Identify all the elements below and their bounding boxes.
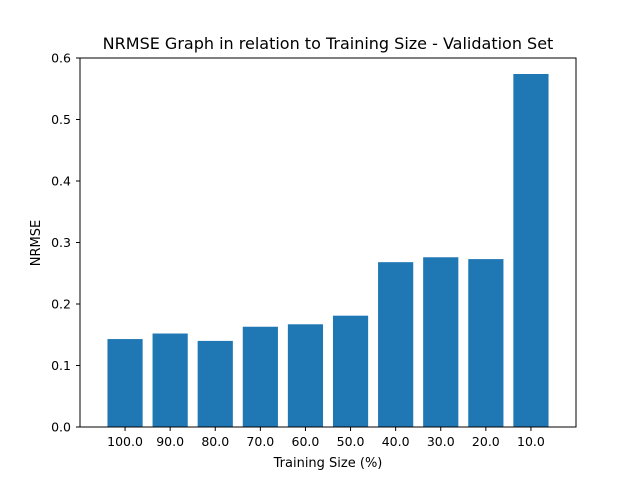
bar-20.0 [468,259,504,427]
y-ticks-group: 0.0 0.1 0.2 0.3 0.4 0.5 0.6 [51,51,80,435]
chart-title: NRMSE Graph in relation to Training Size… [103,34,554,53]
bar-10.0 [513,73,549,428]
x-tick-label: 30.0 [427,434,455,449]
bar-80.0 [197,340,233,427]
bar-60.0 [287,324,324,427]
x-ticks-group: 100.0 90.0 80.0 70.0 60.0 50.0 40.0 30.0 20.0 10.… [107,427,545,449]
bar-30.0 [423,257,459,427]
plot-frame [79,57,577,428]
x-tick-label: 80.0 [201,434,229,449]
x-tick-label: 10.0 [517,434,545,449]
bar-100.0 [107,339,143,427]
y-tick-label: 0.5 [51,112,71,127]
y-tick-label: 0.1 [51,358,71,373]
y-tick-label: 0.0 [51,420,71,435]
y-tick-label: 0.3 [51,235,71,250]
x-tick-label: 90.0 [156,434,184,449]
x-tick-label: 40.0 [382,434,410,449]
y-tick-label: 0.4 [51,174,71,189]
x-axis-label: Training Size (%) [273,456,383,471]
y-tick-label: 0.6 [51,51,71,66]
bar-50.0 [332,315,369,427]
x-tick-label: 60.0 [292,434,320,449]
x-tick-label: 20.0 [472,434,500,449]
bars-group [107,73,549,428]
x-tick-label: 100.0 [107,434,143,449]
bar-40.0 [378,262,414,427]
bar-70.0 [242,326,278,427]
y-axis-label: NRMSE [29,220,44,266]
x-tick-label: 70.0 [246,434,274,449]
bar-90.0 [152,333,188,427]
x-tick-label: 50.0 [337,434,365,449]
y-tick-label: 0.2 [51,297,71,312]
